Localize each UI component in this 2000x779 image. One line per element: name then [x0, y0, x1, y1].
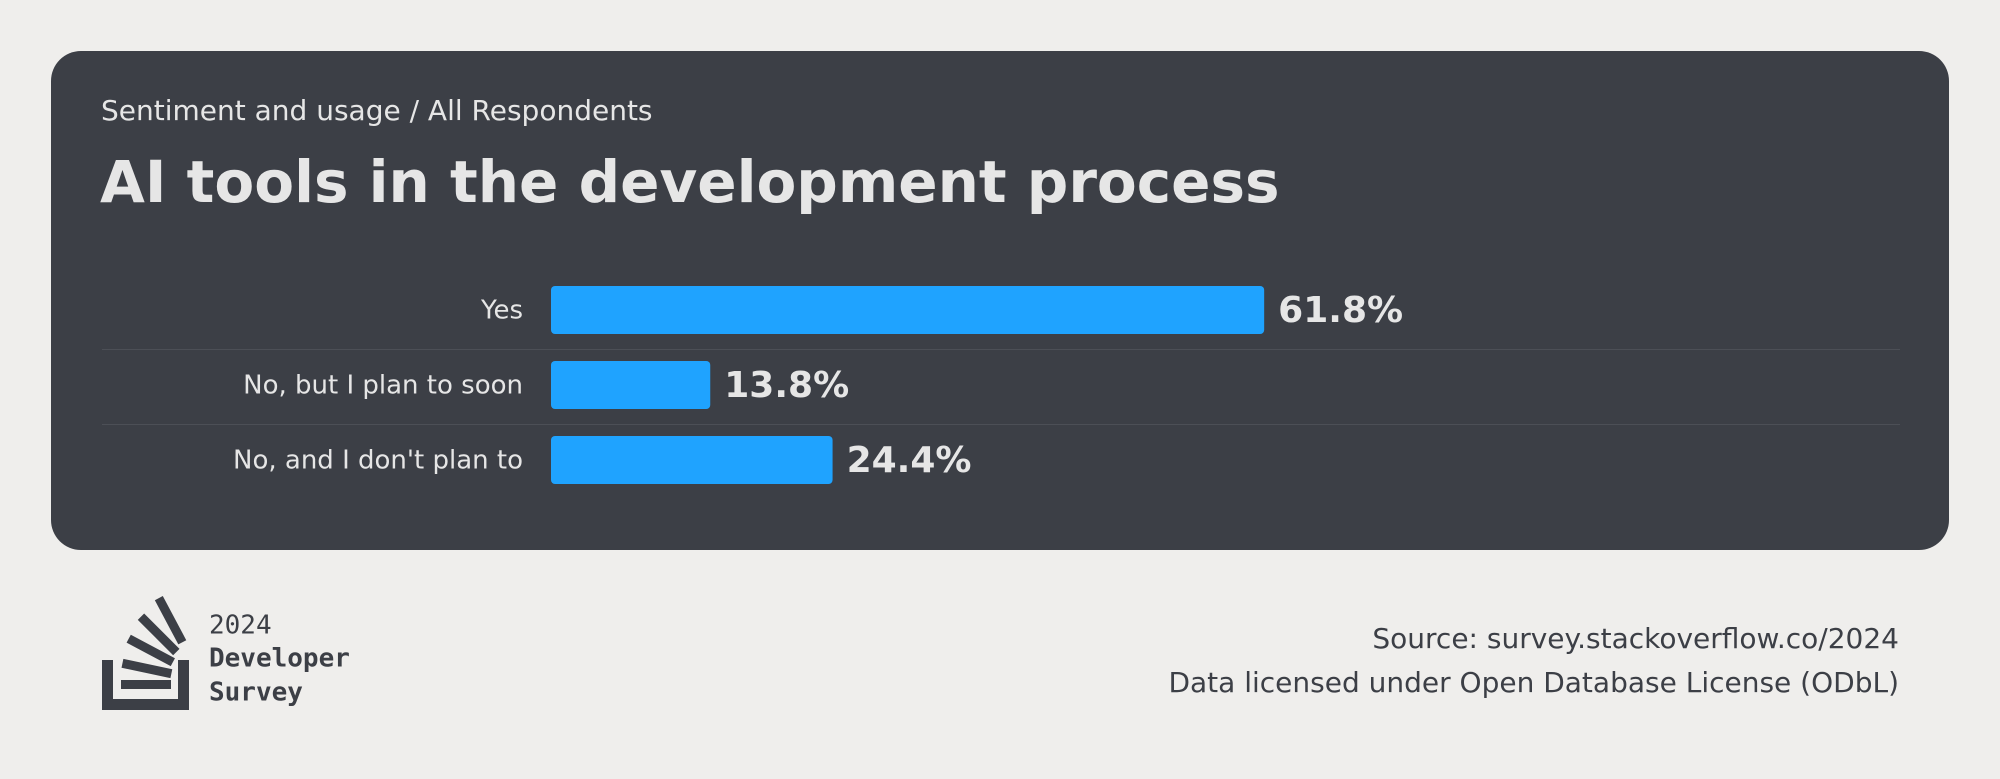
value-label: 24.4%: [847, 440, 972, 481]
logo-text: Survey: [209, 678, 303, 708]
logo-text: 2024: [209, 611, 272, 641]
bar: [551, 361, 711, 409]
value-label: 13.8%: [724, 365, 849, 406]
logo-text: Developer: [209, 644, 350, 674]
license: Data licensed under Open Database Licens…: [1168, 666, 1899, 699]
logo: [102, 596, 189, 710]
value-label: 61.8%: [1278, 290, 1403, 331]
category-label: Yes: [480, 296, 523, 326]
logo-bar: [154, 596, 187, 645]
category-label: No, and I don't plan to: [233, 446, 523, 476]
bar: [551, 436, 833, 484]
logo-tray: [102, 660, 189, 710]
logo-bar: [121, 658, 173, 679]
category-label: No, but I plan to soon: [243, 371, 523, 401]
logo-bar: [121, 680, 171, 689]
chart-title: AI tools in the development process: [100, 148, 1280, 216]
logo-bar: [126, 634, 175, 667]
bar: [551, 286, 1265, 334]
source: Source: survey.stackoverflow.co/2024: [1372, 622, 1899, 655]
chart-subtitle: Sentiment and usage / All Respondents: [101, 94, 653, 127]
logo-bar: [137, 613, 180, 656]
